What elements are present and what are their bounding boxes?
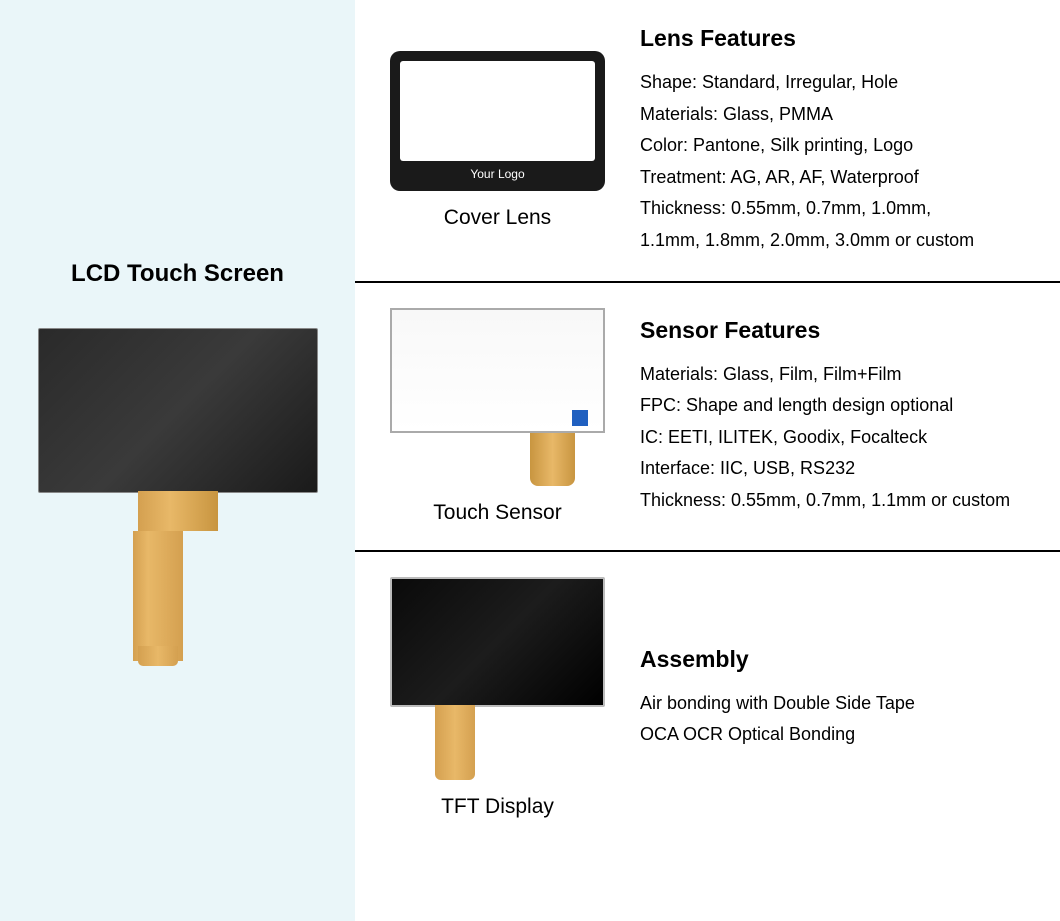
section-image-area: Your Logo Cover Lens xyxy=(380,25,615,256)
section-label: Touch Sensor xyxy=(433,501,561,525)
list-item: Interface: IIC, USB, RS232 xyxy=(640,453,1045,485)
section-list: Materials: Glass, Film, Film+Film FPC: S… xyxy=(640,359,1045,517)
section-content: Sensor Features Materials: Glass, Film, … xyxy=(615,308,1045,525)
list-item: Materials: Glass, Film, Film+Film xyxy=(640,359,1045,391)
list-item: 1.1mm, 1.8mm, 2.0mm, 3.0mm or custom xyxy=(640,225,1045,257)
section-list: Air bonding with Double Side Tape OCA OC… xyxy=(640,688,1045,751)
touch-sensor-icon xyxy=(390,308,605,486)
list-item: Thickness: 0.55mm, 0.7mm, 1.0mm, xyxy=(640,193,1045,225)
section-title: Sensor Features xyxy=(640,317,1045,344)
list-item: Treatment: AG, AR, AF, Waterproof xyxy=(640,162,1045,194)
list-item: Materials: Glass, PMMA xyxy=(640,99,1045,131)
section-image-area: Touch Sensor xyxy=(380,308,615,525)
section-label: TFT Display xyxy=(441,795,554,819)
fpc-cable-icon xyxy=(133,531,183,661)
cover-lens-logo: Your Logo xyxy=(470,167,524,181)
list-item: Shape: Standard, Irregular, Hole xyxy=(640,67,1045,99)
list-item: Thickness: 0.55mm, 0.7mm, 1.1mm or custo… xyxy=(640,485,1045,517)
left-panel-title: LCD Touch Screen xyxy=(71,260,284,288)
list-item: OCA OCR Optical Bonding xyxy=(640,719,1045,751)
tft-display-icon xyxy=(390,577,605,780)
touch-sensor-chip-icon xyxy=(572,410,588,426)
list-item: Color: Pantone, Silk printing, Logo xyxy=(640,130,1045,162)
section-label: Cover Lens xyxy=(444,206,551,230)
section-content: Assembly Air bonding with Double Side Ta… xyxy=(615,577,1045,819)
section-title: Assembly xyxy=(640,646,1045,673)
list-item: IC: EETI, ILITEK, Goodix, Focalteck xyxy=(640,422,1045,454)
tft-cable-icon xyxy=(435,705,475,780)
lcd-display-icon xyxy=(38,328,318,493)
fpc-cable-top-icon xyxy=(138,491,218,531)
section-title: Lens Features xyxy=(640,25,1045,52)
touch-sensor-cable-icon xyxy=(530,431,575,486)
list-item: FPC: Shape and length design optional xyxy=(640,390,1045,422)
touch-sensor-panel-icon xyxy=(390,308,605,433)
section-touch-sensor: Touch Sensor Sensor Features Materials: … xyxy=(355,283,1060,552)
section-tft-display: TFT Display Assembly Air bonding with Do… xyxy=(355,552,1060,844)
cover-lens-screen-icon xyxy=(400,61,595,161)
left-panel: LCD Touch Screen xyxy=(0,0,355,921)
tft-display-panel-icon xyxy=(390,577,605,707)
lcd-screen-graphic xyxy=(38,328,318,661)
list-item: Air bonding with Double Side Tape xyxy=(640,688,1045,720)
section-list: Shape: Standard, Irregular, Hole Materia… xyxy=(640,67,1045,256)
section-cover-lens: Your Logo Cover Lens Lens Features Shape… xyxy=(355,0,1060,283)
cover-lens-icon: Your Logo xyxy=(390,51,605,191)
right-panel: Your Logo Cover Lens Lens Features Shape… xyxy=(355,0,1060,921)
section-content: Lens Features Shape: Standard, Irregular… xyxy=(615,25,1045,256)
section-image-area: TFT Display xyxy=(380,577,615,819)
